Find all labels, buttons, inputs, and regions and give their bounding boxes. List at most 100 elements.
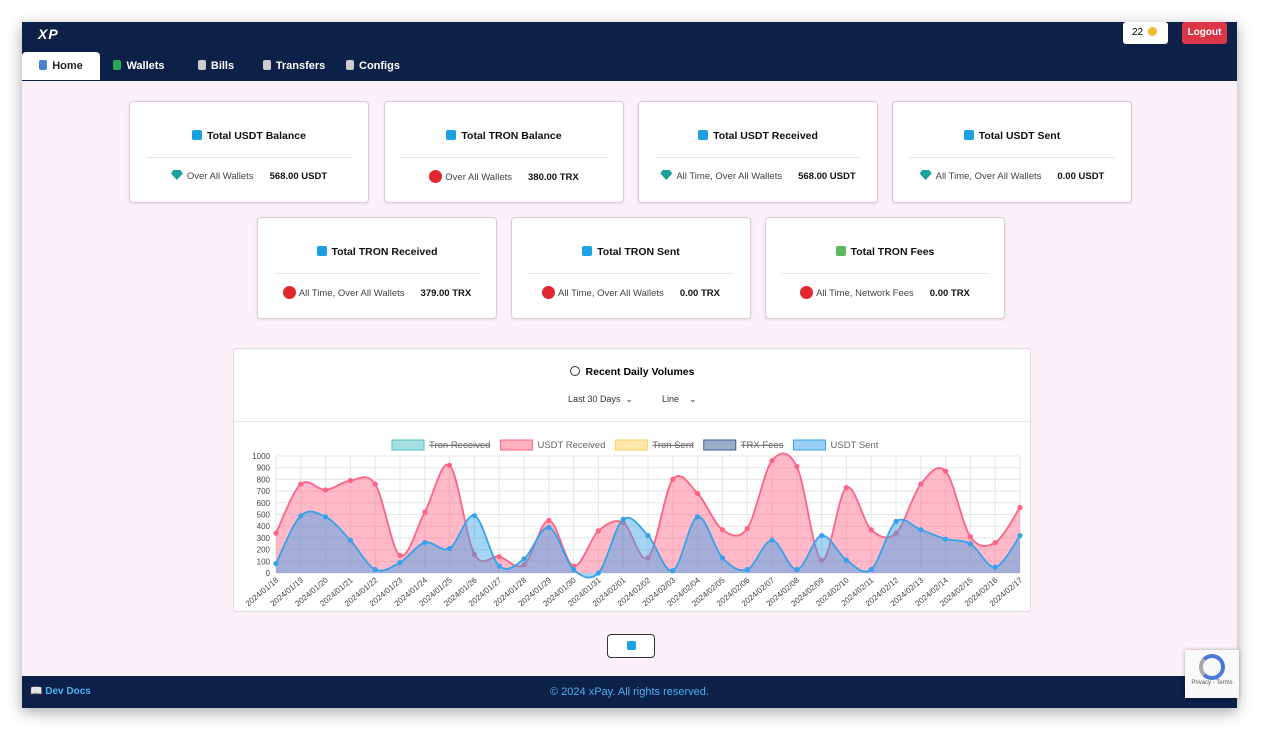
card-value: 0.00 TRX (929, 288, 970, 299)
data-point (843, 557, 850, 563)
legend-swatch (614, 439, 648, 451)
card-row: Over All Wallets 568.00 USDT (130, 170, 368, 182)
chart: 010020030040050060070080090010002024/01/… (244, 439, 1025, 608)
y-tick-label: 100 (257, 557, 271, 566)
nav-tab[interactable]: Home (22, 52, 100, 80)
card-row: Over All Wallets 380.00 TRX (385, 170, 623, 183)
data-point (744, 525, 750, 532)
data-point (397, 559, 403, 566)
card-label: All Time, Over All Wallets (935, 171, 1042, 182)
recaptcha[interactable]: Privacy - Terms (1185, 650, 1239, 698)
stat-card: Total TRON Received All Time, Over All Wa… (257, 217, 497, 319)
data-point (868, 527, 874, 533)
refresh-button[interactable] (607, 634, 655, 658)
data-point (471, 513, 477, 519)
divider (146, 157, 352, 158)
divider (274, 273, 480, 274)
logout-button[interactable]: Logout (1182, 22, 1227, 44)
nav-tab-text: Wallets (126, 60, 165, 72)
card-title: Total USDT Sent (893, 130, 1131, 142)
data-point (719, 527, 725, 533)
data-point (496, 554, 502, 560)
card-title: Total TRON Sent (512, 246, 750, 258)
card-value: 568.00 USDT (269, 171, 328, 182)
card-title: Total USDT Received (639, 130, 877, 142)
data-point (943, 468, 949, 474)
stat-card: Total TRON Sent All Time, Over All Wallet… (511, 217, 751, 319)
data-point (422, 509, 428, 515)
data-point (670, 568, 676, 574)
legend-swatch (703, 439, 737, 451)
data-point (967, 541, 974, 547)
y-tick-label: 500 (257, 511, 271, 520)
legend-label: USDT Sent (831, 440, 879, 451)
data-point (843, 484, 850, 491)
card-value: 568.00 USDT (798, 171, 856, 182)
dev-docs-link[interactable]: 📖 Dev Docs (30, 686, 91, 697)
type-select-text: Line (662, 394, 680, 404)
data-point (645, 555, 651, 561)
data-point (992, 539, 998, 546)
stat-card: Total TRON Balance Over All Wallets 380.00… (384, 101, 624, 203)
type-select[interactable]: Line ⌄ (662, 394, 697, 404)
nav-tab[interactable]: Configs (341, 52, 405, 80)
data-point (422, 539, 428, 546)
app-window: XP 22 Logout Home Wallets Bills Transfers Co… (22, 22, 1239, 708)
coin-badge[interactable]: 22 (1123, 22, 1168, 44)
nav-tab[interactable]: Transfers (259, 52, 329, 80)
nav-tab-text: Home (52, 60, 83, 72)
data-point (571, 566, 577, 573)
stat-card: Total USDT Balance Over All Wallets 568.00… (129, 101, 369, 203)
data-point (943, 536, 949, 542)
data-point (595, 528, 601, 534)
nav-tab-text: Configs (359, 60, 400, 72)
legend-label: USDT Received (537, 440, 605, 451)
nav-tab-text: Bills (210, 60, 235, 72)
data-point (1017, 532, 1023, 539)
card-value: 380.00 TRX (528, 172, 579, 183)
legend-swatch (793, 439, 827, 451)
series-area (276, 453, 1020, 573)
nav-tab[interactable]: Bills (192, 52, 240, 80)
badge-count: 22 (1132, 27, 1144, 38)
top-bar: XP 22 Logout Home Wallets Bills Transfers Co… (22, 22, 1237, 81)
nav-tab[interactable]: Wallets (104, 52, 174, 80)
card-row: All Time, Over All Wallets 379.00 TRX (258, 286, 496, 299)
data-point (794, 463, 800, 470)
card-title-text: Total TRON Balance (461, 130, 562, 142)
data-point (670, 476, 676, 482)
legend-swatch (499, 439, 533, 451)
card-title-text: Total TRON Fees (850, 246, 935, 258)
legend-label: Tron Sent (652, 440, 694, 451)
data-point (695, 490, 701, 497)
data-point (521, 556, 527, 562)
divider (782, 273, 988, 274)
data-point (819, 557, 825, 563)
data-point (893, 518, 899, 525)
data-point (992, 564, 998, 570)
card-value: 0.00 USDT (1057, 171, 1105, 182)
card-value: 0.00 TRX (679, 288, 720, 299)
y-tick-label: 0 (266, 569, 271, 578)
range-select[interactable]: Last 30 Days ⌄ (568, 394, 634, 404)
data-point (819, 532, 825, 539)
card-title-text: Total TRON Sent (597, 246, 680, 258)
recaptcha-text: Privacy - Terms (1191, 680, 1233, 686)
card-title: Total TRON Received (258, 246, 496, 258)
chart-title-text: Recent Daily Volumes (585, 366, 695, 378)
y-tick-label: 900 (257, 464, 271, 473)
nav-tab-text: Transfers (275, 60, 326, 72)
data-point (744, 566, 750, 573)
stat-card: Total TRON Fees All Time, Network Fees 0.0… (765, 217, 1005, 319)
y-tick-label: 700 (257, 487, 271, 496)
copyright: © 2024 xPay. All rights reserved. (550, 686, 709, 698)
y-tick-label: 300 (257, 534, 271, 543)
divider (528, 273, 734, 274)
logo: XP (38, 26, 59, 42)
data-point (546, 517, 552, 523)
data-point (447, 462, 453, 468)
y-tick-label: 1000 (252, 452, 270, 461)
data-point (620, 516, 626, 522)
footer: 📖 Dev Docs © 2024 xPay. All rights reser… (22, 676, 1237, 708)
data-point (323, 514, 329, 520)
